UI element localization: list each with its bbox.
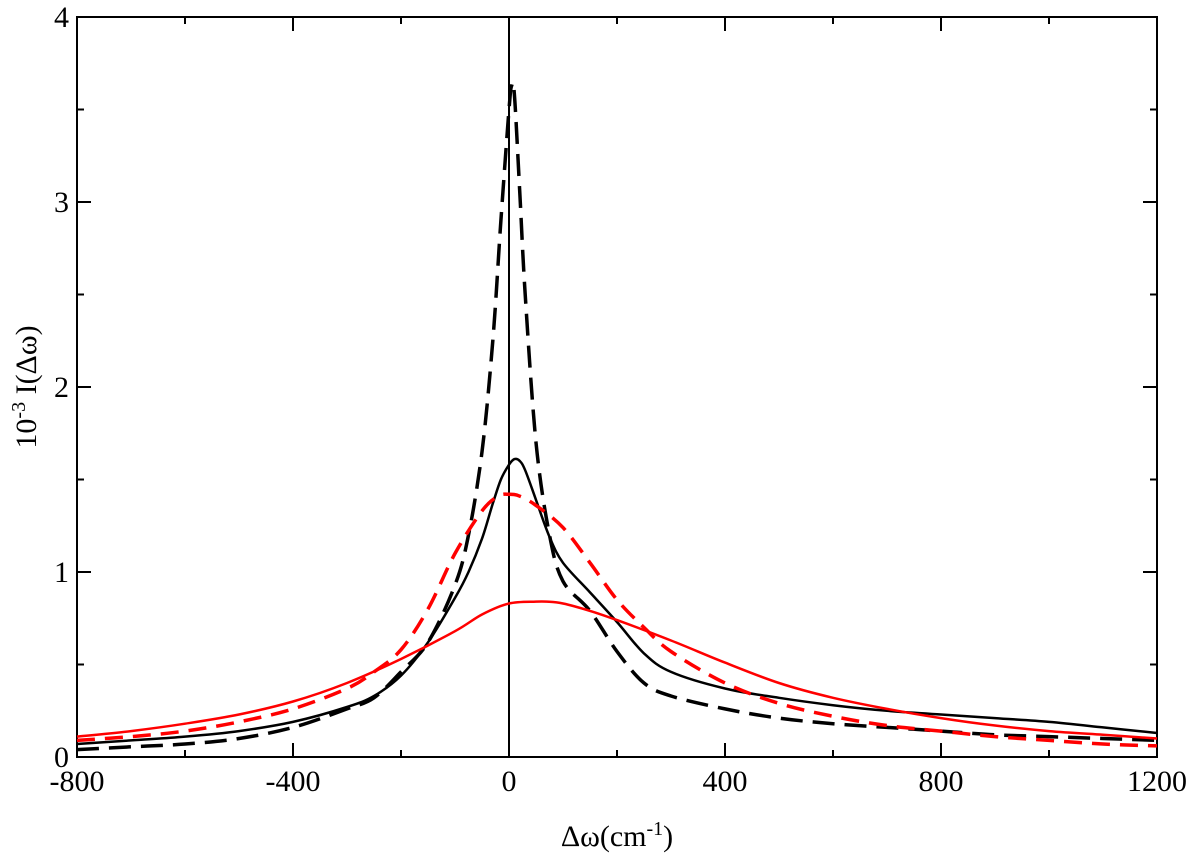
plot-frame <box>76 16 1158 758</box>
y-tick-label: 1 <box>54 556 69 589</box>
x-axis-label: Δω(cm-1) <box>561 818 673 853</box>
y-tick-label: 4 <box>54 1 69 34</box>
series-line-2 <box>76 80 1158 752</box>
x-tick-label: -800 <box>50 765 105 798</box>
y-axis-label-main: I(Δω) <box>10 325 43 402</box>
x-tick-label: -400 <box>266 765 321 798</box>
x-axis-label-end: ) <box>663 820 673 853</box>
y-tick-label: 3 <box>54 186 69 219</box>
y-axis-label: 10-3 I(Δω) <box>8 325 43 448</box>
x-tick-label: 800 <box>919 765 964 798</box>
x-tick-label: 400 <box>703 765 748 798</box>
series-line-3 <box>76 600 1158 740</box>
y-axis-label-pre: 10 <box>10 419 43 449</box>
series-group <box>76 80 1158 752</box>
y-tick-label: 0 <box>54 741 69 774</box>
x-tick-label: 0 <box>502 765 517 798</box>
x-axis-label-sup: -1 <box>647 818 664 840</box>
series-line-1 <box>76 457 1158 746</box>
axis-ticks: -800 -400 0 400 800 1200 0 1 2 3 4 <box>50 1 1188 798</box>
x-axis-label-main: Δω(cm <box>561 820 647 853</box>
x-tick-label: 1200 <box>1127 765 1187 798</box>
series-line-4 <box>76 492 1158 748</box>
y-axis-label-sup: -3 <box>8 402 30 419</box>
y-tick-label: 2 <box>54 371 69 404</box>
